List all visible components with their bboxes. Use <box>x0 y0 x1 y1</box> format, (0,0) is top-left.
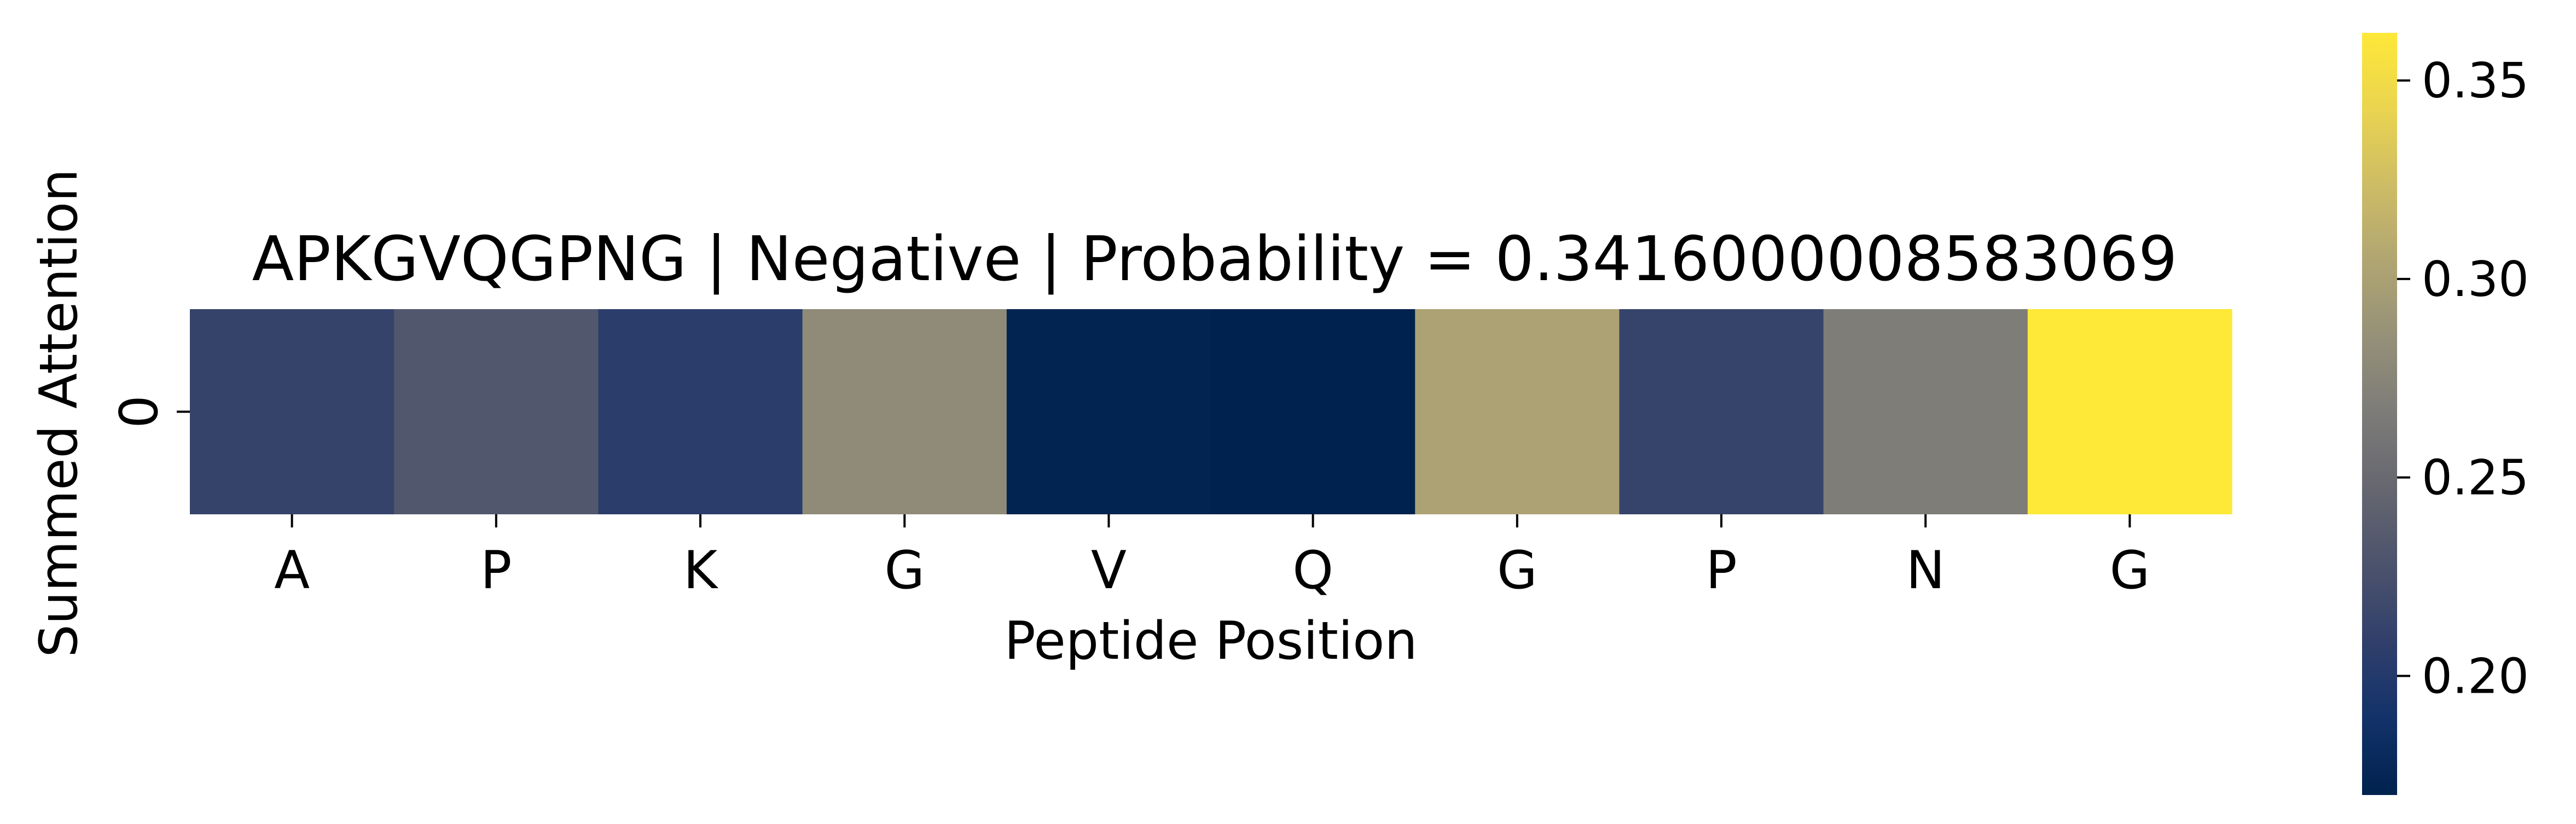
x-tick-label: A <box>274 541 310 601</box>
heatmap-cell <box>190 309 394 514</box>
x-tick-label: N <box>1906 541 1945 601</box>
y-tick-label: 0 <box>109 395 170 428</box>
x-tick-label: G <box>2110 541 2150 601</box>
heatmap-cell <box>394 309 599 514</box>
x-tick-label: V <box>1091 541 1127 601</box>
heatmap-cell <box>1211 309 1415 514</box>
x-tick-label: Q <box>1292 541 1333 601</box>
colorbar-tick-label: 0.20 <box>2422 648 2529 704</box>
colorbar-tick-label: 0.25 <box>2422 450 2529 506</box>
chart-title: APKGVQGPNG | Negative | Probability = 0.… <box>252 224 2178 295</box>
x-tick-label: K <box>683 541 719 601</box>
colorbar-ticks: 0.20 0.25 0.30 0.35 <box>2397 53 2529 704</box>
x-tick-label: G <box>1497 541 1538 601</box>
x-axis-label: Peptide Position <box>1004 611 1417 671</box>
x-tick-label: P <box>480 541 512 601</box>
y-axis-label: Summed Attention <box>29 169 89 658</box>
colorbar <box>2362 33 2397 795</box>
heatmap-cell <box>1619 309 1824 514</box>
x-tick-label: G <box>884 541 925 601</box>
heatmap-cell <box>1823 309 2028 514</box>
heatmap-cells <box>190 309 2232 514</box>
colorbar-tick-label: 0.35 <box>2422 53 2529 109</box>
heatmap-cell <box>802 309 1007 514</box>
heatmap-cell <box>1006 309 1211 514</box>
heatmap-cell <box>2027 309 2232 514</box>
x-tick-label: P <box>1705 541 1737 601</box>
colorbar-tick-label: 0.30 <box>2422 251 2529 307</box>
y-axis-ticks: 0 <box>109 395 190 428</box>
heatmap-cell <box>598 309 803 514</box>
heatmap-cell <box>1415 309 1620 514</box>
